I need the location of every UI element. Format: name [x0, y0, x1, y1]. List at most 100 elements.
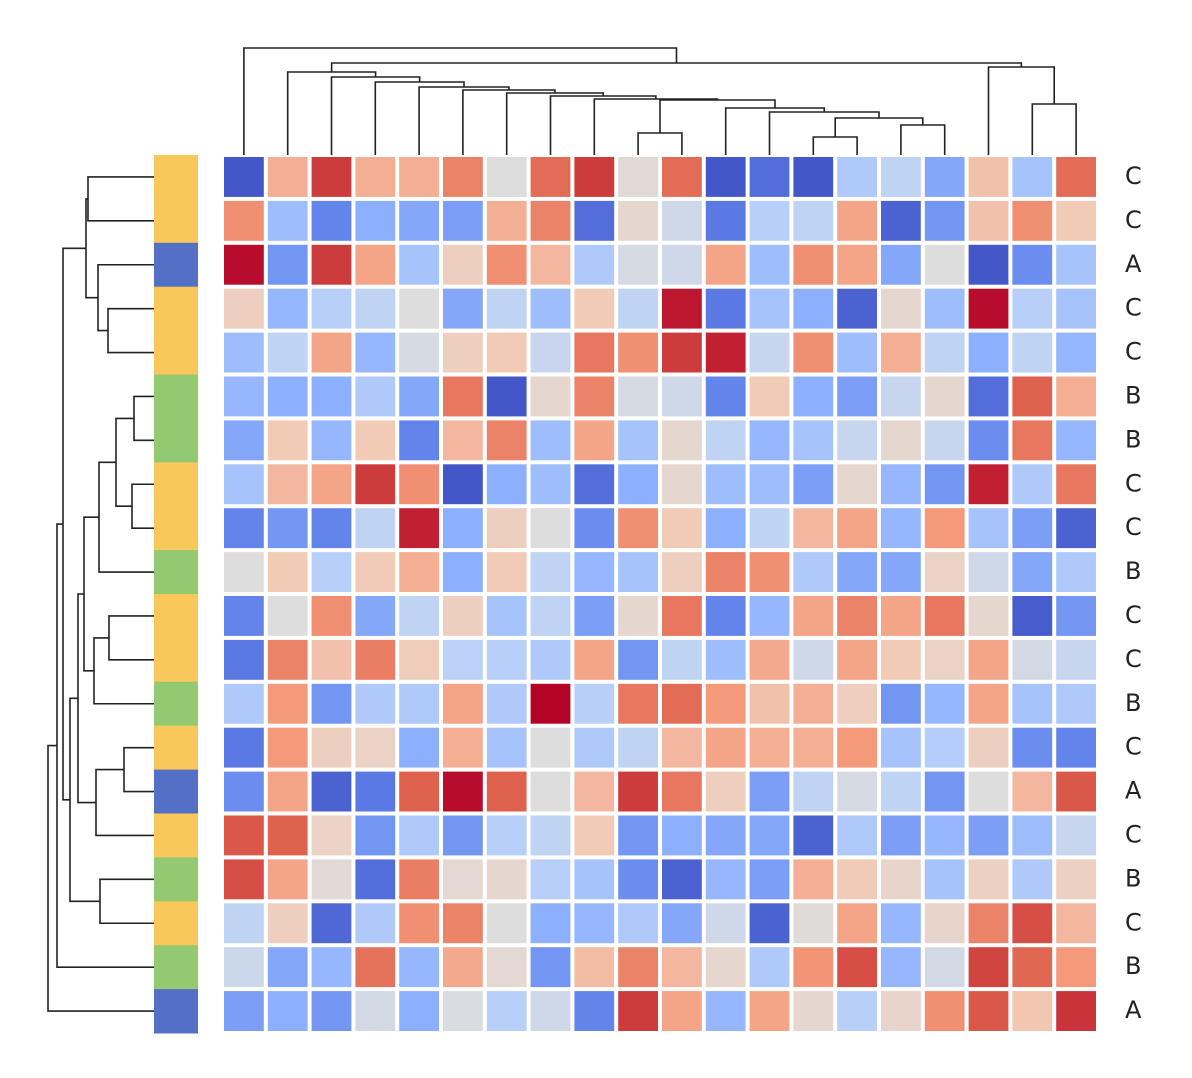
row-color	[154, 242, 198, 288]
heatmap-cell	[443, 947, 483, 988]
heatmap-cell	[793, 596, 834, 636]
heatmap-cell	[267, 596, 308, 636]
heatmap-cell	[486, 464, 527, 505]
row-label: B	[1125, 689, 1141, 717]
dendrogram-link	[47, 744, 154, 1012]
dendrogram-link	[987, 66, 1055, 155]
heatmap-cell	[224, 376, 264, 417]
heatmap-cell	[355, 508, 396, 549]
dendrogram-link	[83, 516, 99, 672]
heatmap-cell	[618, 991, 658, 1031]
heatmap-cell	[793, 771, 834, 812]
heatmap-cell	[224, 815, 264, 856]
heatmap-cell	[355, 376, 396, 417]
heatmap-cell	[924, 771, 965, 812]
row-label: B	[1125, 864, 1141, 892]
dendrogram-link	[108, 615, 154, 661]
row-label: C	[1125, 645, 1142, 673]
heatmap-cell	[224, 508, 264, 549]
heatmap-cell	[486, 552, 527, 592]
heatmap-cell	[1012, 991, 1053, 1031]
heatmap-cell	[662, 420, 702, 461]
dendrogram-link	[1031, 103, 1077, 155]
heatmap-cell	[618, 376, 658, 417]
heatmap-cell	[1012, 508, 1053, 549]
heatmap-cell	[574, 596, 615, 636]
row-color	[154, 374, 198, 419]
heatmap-cell	[924, 420, 965, 461]
heatmap-cell	[662, 815, 702, 856]
heatmap-cell	[793, 244, 834, 285]
heatmap-cell	[1056, 508, 1096, 549]
heatmap-cell	[618, 947, 658, 988]
row-color	[154, 462, 198, 507]
heatmap-cell	[749, 288, 790, 329]
heatmap-cell	[486, 859, 527, 900]
heatmap-cell	[574, 552, 615, 592]
heatmap-cell	[881, 332, 921, 373]
heatmap-cell	[837, 771, 877, 812]
heatmap-cell	[705, 244, 746, 285]
heatmap-cell	[662, 991, 702, 1031]
heatmap-cell	[1012, 596, 1053, 636]
heatmap-cell	[618, 639, 658, 680]
heatmap-cell	[443, 244, 483, 285]
heatmap-cell	[968, 464, 1009, 505]
heatmap-cell	[749, 200, 790, 241]
heatmap-cell	[443, 727, 483, 768]
heatmap-cell	[837, 420, 877, 461]
heatmap-cell	[355, 727, 396, 768]
heatmap-cell	[224, 244, 264, 285]
heatmap-cell	[1056, 552, 1096, 592]
heatmap-cell	[881, 859, 921, 900]
heatmap-cell	[881, 903, 921, 944]
heatmap-cell	[1012, 639, 1053, 680]
row-label: C	[1125, 733, 1142, 761]
heatmap-cell	[837, 464, 877, 505]
heatmap-cell	[924, 200, 965, 241]
heatmap-cell	[793, 903, 834, 944]
heatmap-cell	[311, 859, 352, 900]
heatmap-cell	[705, 771, 746, 812]
heatmap-cell	[749, 420, 790, 461]
heatmap-cell	[662, 552, 702, 592]
heatmap-cell	[443, 815, 483, 856]
heatmap-cell	[267, 727, 308, 768]
heatmap-cell	[793, 947, 834, 988]
heatmap-cell	[881, 815, 921, 856]
heatmap-cell	[749, 332, 790, 373]
heatmap-cell	[267, 420, 308, 461]
heatmap-cell	[618, 859, 658, 900]
heatmap-cell	[1056, 244, 1096, 285]
dendrogram-link	[93, 637, 154, 705]
heatmap-cell	[749, 552, 790, 592]
dendrogram-link	[900, 124, 946, 155]
heatmap-cell	[1012, 332, 1053, 373]
heatmap-cell	[311, 157, 352, 197]
heatmap-cell	[311, 508, 352, 549]
heatmap-cell	[705, 332, 746, 373]
heatmap-cell	[968, 552, 1009, 592]
heatmap-cell	[1012, 771, 1053, 812]
row-label: C	[1125, 469, 1142, 497]
heatmap-cell	[662, 947, 702, 988]
heatmap-cell	[881, 376, 921, 417]
heatmap-cell	[224, 200, 264, 241]
heatmap-cell	[793, 508, 834, 549]
heatmap-cell	[355, 420, 396, 461]
row-color	[154, 330, 198, 375]
heatmap-cell	[311, 903, 352, 944]
heatmap-cell	[793, 332, 834, 373]
heatmap-cell	[793, 815, 834, 856]
row-label: B	[1125, 425, 1141, 453]
dendrogram-link	[462, 89, 556, 155]
heatmap-cell	[837, 288, 877, 329]
heatmap-cell	[924, 464, 965, 505]
heatmap-cell	[574, 376, 615, 417]
heatmap-cell	[311, 727, 352, 768]
heatmap-cell	[968, 903, 1009, 944]
heatmap-cell	[705, 420, 746, 461]
heatmap-cell	[968, 991, 1009, 1031]
heatmap-cell	[224, 771, 264, 812]
